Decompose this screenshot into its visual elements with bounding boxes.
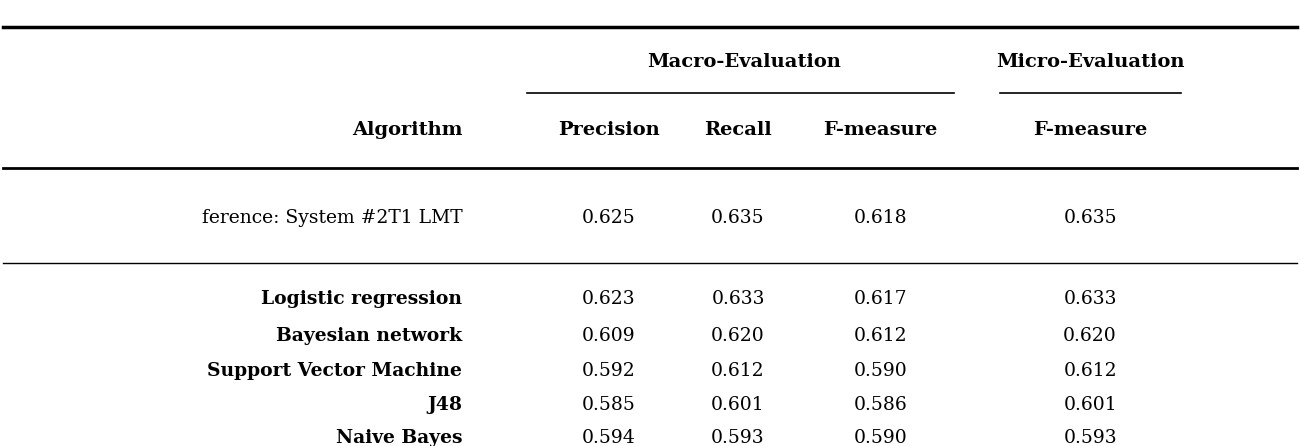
Text: Bayesian network: Bayesian network xyxy=(276,327,463,345)
Text: 0.612: 0.612 xyxy=(1063,362,1117,380)
Text: 0.618: 0.618 xyxy=(854,209,907,227)
Text: 0.620: 0.620 xyxy=(711,327,764,345)
Text: 0.633: 0.633 xyxy=(711,290,764,308)
Text: Macro-Evaluation: Macro-Evaluation xyxy=(647,53,841,71)
Text: Precision: Precision xyxy=(558,120,659,139)
Text: 0.612: 0.612 xyxy=(854,327,907,345)
Text: F-measure: F-measure xyxy=(1034,120,1147,139)
Text: 0.585: 0.585 xyxy=(581,396,636,413)
Text: 0.593: 0.593 xyxy=(1063,429,1117,446)
Text: 0.594: 0.594 xyxy=(581,429,636,446)
Text: 0.590: 0.590 xyxy=(854,429,907,446)
Text: 0.601: 0.601 xyxy=(711,396,764,413)
Text: Algorithm: Algorithm xyxy=(352,120,463,139)
Text: 0.620: 0.620 xyxy=(1063,327,1117,345)
Text: F-measure: F-measure xyxy=(823,120,937,139)
Text: Support Vector Machine: Support Vector Machine xyxy=(208,362,463,380)
Text: 0.612: 0.612 xyxy=(711,362,764,380)
Text: ference: System #2T1 LMT: ference: System #2T1 LMT xyxy=(202,209,463,227)
Text: 0.592: 0.592 xyxy=(581,362,636,380)
Text: 0.617: 0.617 xyxy=(854,290,907,308)
Text: 0.623: 0.623 xyxy=(582,290,636,308)
Text: Naive Bayes: Naive Bayes xyxy=(335,429,463,446)
Text: 0.625: 0.625 xyxy=(581,209,636,227)
Text: 0.586: 0.586 xyxy=(854,396,907,413)
Text: Logistic regression: Logistic regression xyxy=(261,290,463,308)
Text: Micro-Evaluation: Micro-Evaluation xyxy=(996,53,1184,71)
Text: 0.609: 0.609 xyxy=(582,327,636,345)
Text: J48: J48 xyxy=(428,396,463,413)
Text: 0.590: 0.590 xyxy=(854,362,907,380)
Text: Recall: Recall xyxy=(705,120,772,139)
Text: 0.635: 0.635 xyxy=(711,209,764,227)
Text: 0.601: 0.601 xyxy=(1063,396,1117,413)
Text: 0.635: 0.635 xyxy=(1063,209,1117,227)
Text: 0.593: 0.593 xyxy=(711,429,764,446)
Text: 0.633: 0.633 xyxy=(1063,290,1117,308)
